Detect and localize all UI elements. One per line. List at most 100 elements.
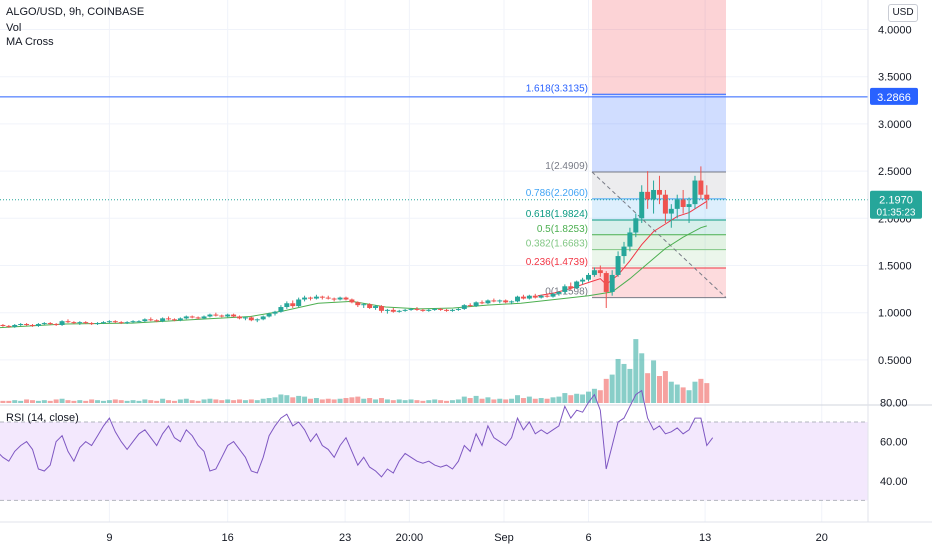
symbol-title[interactable]: ALGO/USD, 9h, COINBASE [6,6,145,18]
candle-body [225,314,231,317]
volume-bar [118,400,124,403]
candle-body [668,208,674,214]
bar-countdown: 01:35:23 [877,208,916,219]
volume-bar [497,398,503,403]
volume-bar [177,399,183,403]
volume-bar [219,400,225,403]
candle-body [680,199,686,207]
volume-bar [639,353,645,403]
volume-bar [331,399,337,403]
candle-body [219,315,225,317]
volume-bar [645,373,651,403]
volume-bar [674,384,680,403]
candle-body [213,314,219,316]
volume-bar [296,395,302,403]
time-axis-label: 13 [699,532,711,544]
volume-bar [597,390,603,403]
volume-bar [461,396,467,403]
volume-bar [651,360,657,403]
candle-body [574,281,580,289]
line-price-badge-text: 3.2866 [877,92,911,104]
vol-indicator-label[interactable]: Vol [6,22,22,34]
volume-bar [124,400,130,403]
candle-body [526,295,532,299]
candle-body [621,246,627,257]
candle-body [532,295,538,298]
fib-level-label: 1.618(3.3135) [526,83,588,94]
candle-body [420,309,426,311]
candle-body [591,270,597,275]
currency-button[interactable]: USD [888,4,918,22]
time-axis-label: 6 [585,532,591,544]
volume-bar [254,400,260,403]
candle-body [704,194,710,200]
candle-body [331,298,337,300]
volume-bar [307,398,313,403]
candle-body [325,297,331,299]
candle-body [674,199,680,209]
volume-bar [284,395,290,403]
candle-body [479,302,485,304]
volume-bar [432,399,438,403]
volume-bar [455,399,461,403]
volume-bar [100,400,106,403]
candle-body [118,322,124,324]
volume-bar [509,398,515,403]
candle-body [656,189,662,195]
candle-body [461,305,467,309]
volume-bar [290,397,296,403]
volume-bar [77,400,83,403]
volume-bar [603,378,609,403]
volume-bar [12,400,18,403]
volume-bar [414,400,420,403]
volume-bar [526,396,532,403]
time-axis-label: 16 [222,532,234,544]
volume-bar [201,399,207,403]
volume-bar [420,400,426,403]
volume-bar [154,400,160,403]
volume-bar [426,400,432,403]
volume-bar [160,398,166,403]
rsi-indicator-label[interactable]: RSI (14, close) [6,412,79,424]
volume-bar [538,398,544,403]
candle-body [473,302,479,307]
candle-body [444,309,450,311]
candle-body [41,323,47,325]
volume-bar [485,397,491,403]
candle-body [520,296,526,299]
volume-bar [325,398,331,403]
candle-body [485,300,491,304]
fib-level-label: 0.618(1.9824) [526,209,588,220]
volume-bar [692,381,698,403]
volume-bar [83,400,89,403]
candle-body [438,308,444,310]
candle-body [296,299,302,307]
volume-bar [408,399,414,403]
candle-body [449,309,455,311]
volume-bar [621,363,627,403]
volume-bar [171,400,177,403]
candle-body [597,270,603,274]
volume-bar [580,394,586,403]
candle-body [237,316,243,319]
volume-bar [53,399,59,403]
volume-bar [473,395,479,403]
candle-body [24,324,30,326]
volume-bar [479,398,485,403]
ma-cross-indicator-label[interactable]: MA Cross [6,36,54,48]
price-axis-label: 3.0000 [878,119,912,131]
volume-bar [367,398,373,403]
volume-bar [680,387,686,403]
time-axis-label: 23 [339,532,351,544]
candle-body [408,308,414,310]
volume-bar [29,400,35,403]
volume-bar [95,400,101,403]
volume-bar [444,400,450,403]
rsi-line [0,389,714,478]
candle-body [195,317,201,319]
volume-bar [402,400,408,403]
candle-body [550,293,556,297]
candle-body [142,319,148,322]
volume-bar [313,398,319,403]
